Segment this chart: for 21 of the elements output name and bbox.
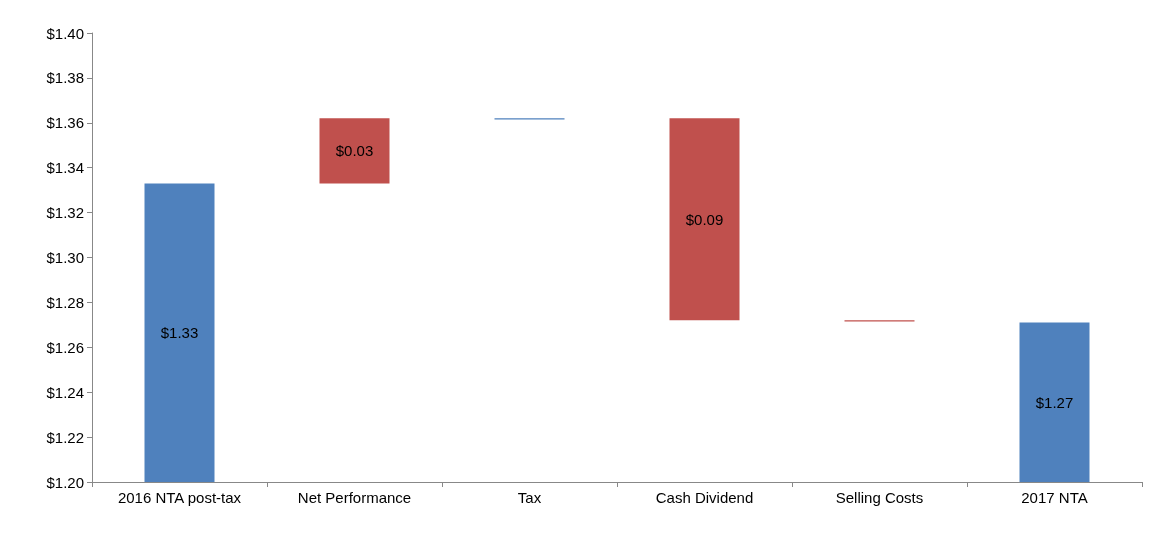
y-tick-label: $1.30 bbox=[46, 249, 84, 266]
data-label: $0.09 bbox=[685, 210, 724, 228]
data-label: $0.03 bbox=[335, 142, 374, 160]
y-tick-label: $1.32 bbox=[46, 204, 84, 222]
x-tick-label: Net Performance bbox=[297, 489, 412, 506]
y-tick-label: $1.34 bbox=[46, 159, 84, 177]
x-tick-label: Tax bbox=[517, 489, 542, 506]
y-tick-label: $1.28 bbox=[46, 293, 84, 311]
y-tick-label: $1.40 bbox=[46, 24, 84, 42]
y-tick-label: $1.24 bbox=[46, 383, 84, 401]
y-tick-label: $1.36 bbox=[46, 114, 84, 132]
y-tick-label: $1.26 bbox=[46, 338, 84, 356]
data-label: $1.33 bbox=[160, 324, 199, 342]
y-tick-label: $1.20 bbox=[46, 473, 84, 491]
data-label: $1.27 bbox=[1035, 393, 1074, 411]
x-tick-label: Selling Costs bbox=[835, 489, 924, 506]
y-tick-label: $1.22 bbox=[46, 428, 84, 446]
y-tick-label: $1.38 bbox=[46, 69, 84, 87]
x-tick-label: Cash Dividend bbox=[655, 489, 754, 506]
x-tick-label: 2016 NTA post-tax bbox=[117, 489, 242, 506]
x-tick-label: 2017 NTA bbox=[1021, 489, 1088, 506]
